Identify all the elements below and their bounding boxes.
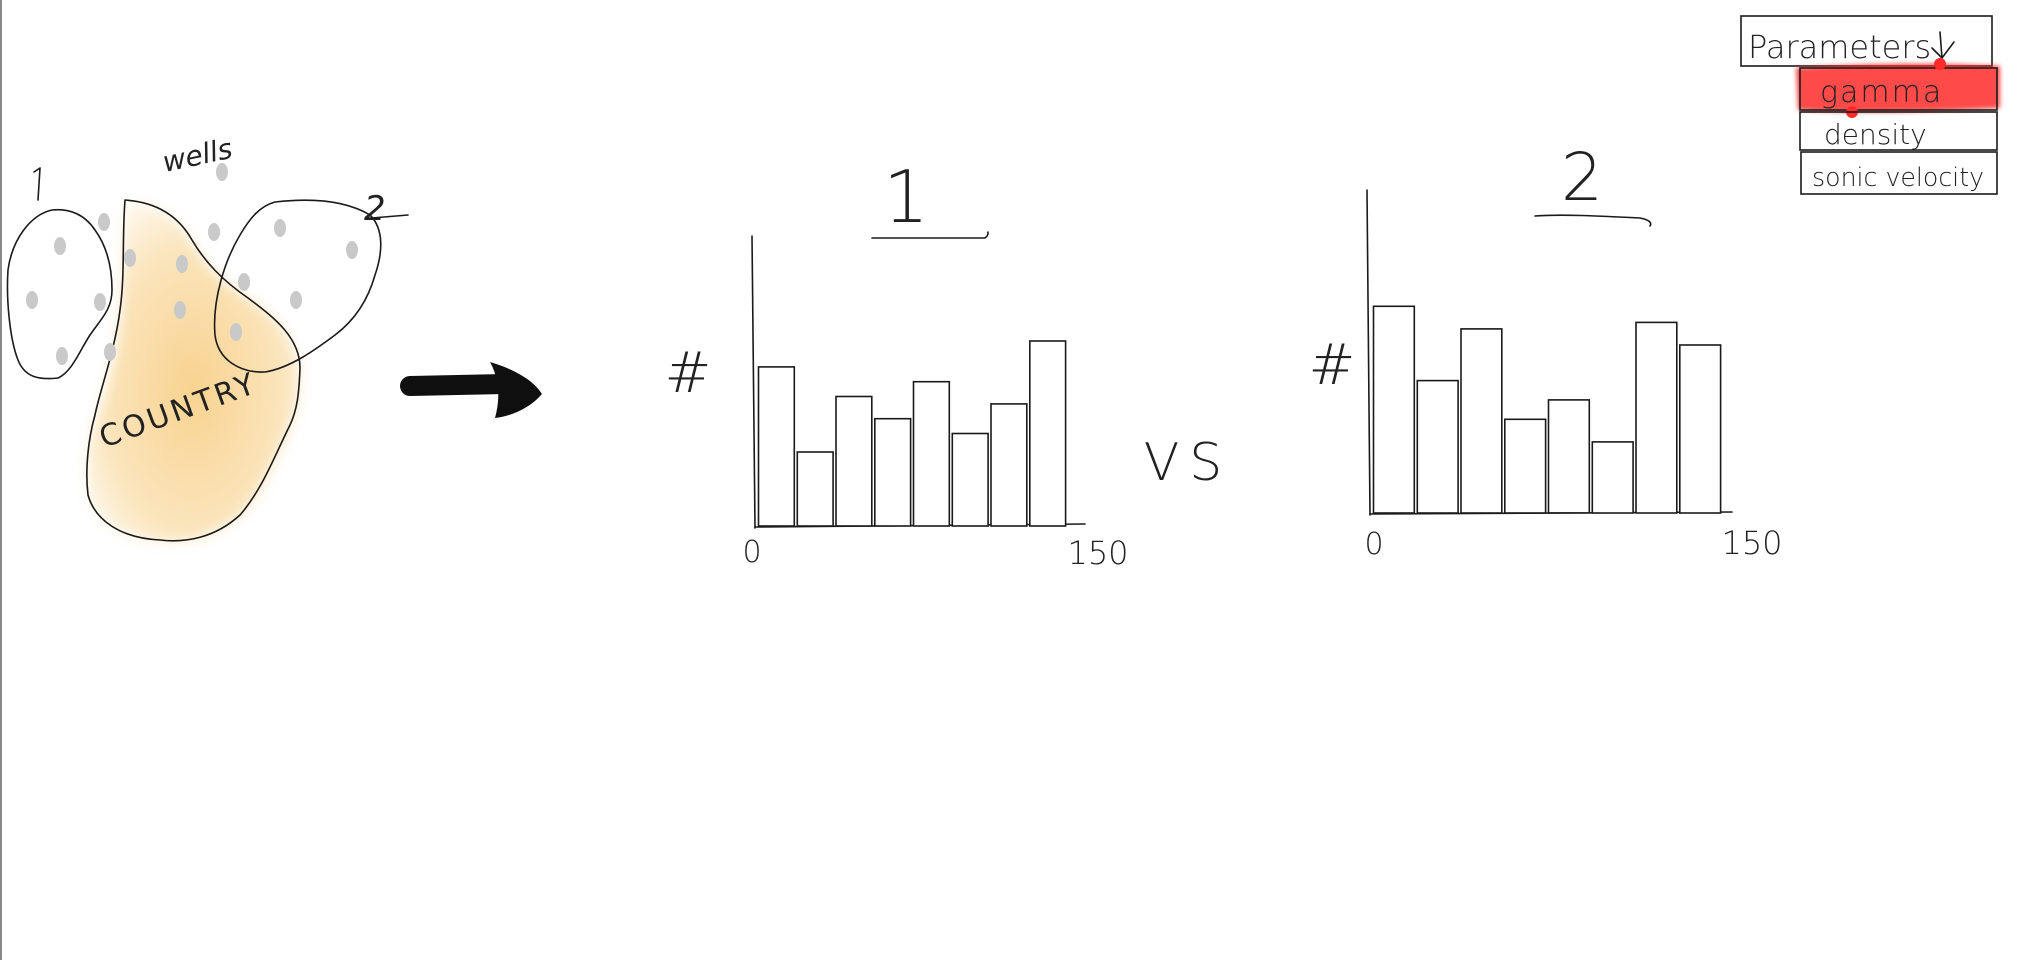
chart-2-bar-5 xyxy=(1547,399,1591,514)
region-1-label-stroke xyxy=(33,167,41,201)
chart-1-bar-6 xyxy=(951,432,989,527)
chart-1-xtick-min: 0 xyxy=(742,535,761,570)
country-region xyxy=(86,204,301,542)
parameters-menu[interactable]: Parameters gamma density sonic velocity xyxy=(1740,15,2000,195)
chart-2-title: 2 xyxy=(1561,139,1603,216)
chart-1-y-axis xyxy=(751,235,756,529)
parameter-item-gamma-label: gamma xyxy=(1820,75,1943,110)
chart-1-bars xyxy=(757,340,1067,527)
chart-2-bar-8 xyxy=(1679,344,1722,514)
region-2-label: 2 xyxy=(364,189,386,229)
parameter-item-density-label: density xyxy=(1824,118,1927,151)
chart-2-bar-4 xyxy=(1504,418,1547,514)
chart-1-title: 1 xyxy=(883,155,929,239)
region-2-outline xyxy=(213,199,382,373)
chart-2-xtick-min: 0 xyxy=(1364,527,1383,562)
chart-1-bar-1 xyxy=(757,366,796,527)
map-sketch: 1 2 wells COUNTRY xyxy=(6,132,409,542)
chart-1-bar-7 xyxy=(990,403,1028,527)
chart-1-bar-2 xyxy=(796,451,834,527)
chart-2-bars xyxy=(1372,305,1722,514)
vs-label: VS xyxy=(1144,433,1233,493)
chart-2-y-axis xyxy=(1366,189,1371,516)
down-arrow-icon[interactable] xyxy=(1931,31,1955,59)
chart-2-bar-6 xyxy=(1591,441,1634,514)
parameters-title: Parameters xyxy=(1748,28,1931,66)
chart-1-xtick-max: 150 xyxy=(1067,534,1128,572)
chart-2-bar-2 xyxy=(1416,379,1459,514)
chart-1-bar-3 xyxy=(835,395,873,527)
right-arrow-icon xyxy=(400,362,542,418)
chart-2-bar-1 xyxy=(1372,305,1416,514)
chart-2-ylabel: # xyxy=(1309,333,1356,398)
chart-2-bar-7 xyxy=(1635,321,1678,514)
gamma-highlight xyxy=(1796,63,2000,113)
histogram-1: 1 # 0 150 xyxy=(665,155,1129,572)
histogram-2: 2 # 0 150 xyxy=(1309,139,1783,562)
chart-1-bar-4 xyxy=(873,417,912,527)
chart-1-title-underline xyxy=(871,231,989,239)
well-dots xyxy=(26,163,358,365)
chart-2-bar-3 xyxy=(1460,328,1503,514)
chart-1-ylabel: # xyxy=(665,341,712,406)
region-1-outline xyxy=(6,208,113,380)
gamma-box xyxy=(1799,67,1998,111)
parameter-item-gamma[interactable]: gamma xyxy=(1796,58,2000,118)
country-outline xyxy=(86,199,301,542)
parameter-item-density[interactable]: density xyxy=(1799,111,1998,151)
chart-1-bar-5 xyxy=(912,380,951,527)
parameter-item-sonic-velocity[interactable]: sonic velocity xyxy=(1800,151,1998,195)
chart-2-title-underline xyxy=(1534,214,1652,227)
chart-2-xtick-max: 150 xyxy=(1721,524,1782,562)
region-2-label-tick xyxy=(371,214,409,219)
gamma-highlight-dot xyxy=(1934,58,1946,70)
chart-1-bar-8 xyxy=(1029,340,1067,527)
parameter-item-sonic-velocity-label: sonic velocity xyxy=(1812,163,1984,193)
